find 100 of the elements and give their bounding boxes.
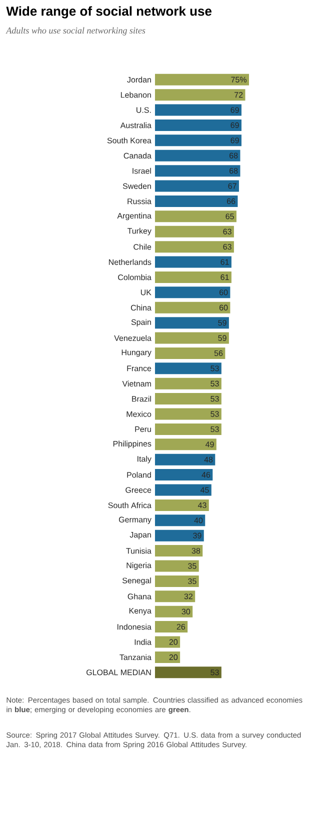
bar (154, 590, 196, 602)
y-tick-label: Tanzania (120, 654, 152, 660)
data-label: 69 (230, 138, 239, 144)
bar (154, 195, 238, 207)
y-tick-label: Jordan (127, 76, 151, 83)
data-label: 45 (200, 487, 209, 493)
data-label: 67 (228, 183, 236, 189)
data-label: 32 (184, 594, 192, 600)
data-label: 30 (182, 608, 190, 614)
bar (154, 271, 232, 283)
y-tick-label: Colombia (118, 274, 152, 280)
data-label: 20 (169, 654, 178, 660)
y-tick-label: Vietnam (122, 380, 151, 387)
bar (154, 362, 222, 374)
y-tick-label: Ghana (128, 593, 152, 600)
data-label: 53 (210, 426, 219, 432)
bar (154, 575, 199, 587)
bar (154, 332, 229, 344)
data-label: 53 (210, 396, 219, 402)
y-tick-label: Spain (131, 319, 151, 327)
bar (154, 438, 216, 450)
y-tick-label: Japan (130, 532, 151, 540)
bar (154, 636, 180, 648)
bar (154, 651, 180, 663)
bar (154, 317, 229, 329)
bar (154, 499, 209, 511)
y-tick-label: Lebanon (120, 92, 151, 98)
bar (154, 89, 246, 101)
bar (154, 514, 206, 526)
y-tick-label: Kenya (129, 608, 152, 616)
bar (154, 423, 222, 435)
bar (154, 393, 222, 405)
bar (154, 454, 216, 466)
data-label: 53 (210, 380, 219, 386)
y-tick-label: GLOBAL MEDIAN (86, 670, 151, 676)
y-tick-label: Indonesia (118, 624, 152, 630)
bar (154, 165, 240, 177)
bar (154, 302, 230, 314)
bar (154, 606, 193, 618)
bar (154, 347, 226, 359)
bar (154, 256, 232, 268)
y-tick-label: Brazil (132, 396, 151, 402)
y-tick-label: Philippines (113, 440, 152, 448)
data-label: 20 (169, 639, 178, 645)
data-label: 48 (204, 456, 213, 462)
y-tick-label: Turkey (127, 228, 152, 236)
y-tick-label: Hungary (122, 350, 152, 357)
bar (154, 484, 212, 496)
y-tick-label: South Korea (107, 137, 152, 144)
data-label: 49 (205, 442, 214, 448)
data-label: 38 (192, 548, 200, 554)
data-label: 59 (218, 335, 226, 341)
data-label: 26 (176, 624, 186, 630)
data-label: 75% (231, 76, 246, 82)
y-tick-label: Greece (126, 487, 152, 493)
y-tick-label: Venezuela (114, 335, 152, 341)
y-tick-label: Canada (124, 152, 152, 159)
y-tick-label: U.S. (136, 107, 151, 113)
bar (154, 469, 213, 481)
data-label: 53 (210, 411, 219, 417)
bar (154, 74, 249, 86)
y-tick-label: Peru (135, 426, 151, 432)
data-label: 69 (230, 107, 239, 113)
y-tick-label: Germany (118, 516, 152, 524)
data-label: 46 (202, 472, 210, 478)
bar (154, 241, 234, 253)
data-label: 53 (210, 670, 219, 676)
bar (154, 286, 230, 298)
bar (154, 210, 236, 222)
data-label: 61 (220, 259, 229, 265)
data-label: 63 (223, 244, 232, 250)
bar (154, 134, 242, 146)
bar (154, 408, 222, 420)
y-tick-label: Sweden (122, 183, 151, 189)
data-label: 63 (223, 228, 232, 234)
y-tick-label: France (127, 366, 152, 372)
bar (154, 530, 204, 542)
data-label: 72 (234, 92, 243, 98)
y-tick-label: Russia (128, 198, 152, 204)
bar (154, 378, 222, 390)
data-label: 61 (220, 274, 229, 280)
data-label: 40 (194, 518, 203, 524)
bar (154, 621, 188, 633)
bar (154, 560, 199, 572)
y-tick-label: Mexico (126, 411, 152, 417)
data-label: 39 (193, 532, 202, 538)
y-tick-label: Argentina (117, 212, 152, 220)
data-label: 68 (230, 152, 238, 158)
y-tick-label: Italy (138, 456, 152, 464)
data-label: 69 (230, 122, 239, 128)
data-label: 65 (226, 214, 234, 220)
data-label: 60 (220, 290, 228, 296)
y-tick-label: Australia (120, 122, 152, 128)
y-tick-label: India (134, 639, 152, 645)
bar (154, 226, 234, 238)
data-label: 35 (188, 578, 196, 584)
data-label: 56 (214, 350, 223, 356)
bar (154, 119, 242, 131)
y-tick-label: Senegal (122, 577, 151, 585)
y-tick-label: Israel (132, 168, 151, 174)
